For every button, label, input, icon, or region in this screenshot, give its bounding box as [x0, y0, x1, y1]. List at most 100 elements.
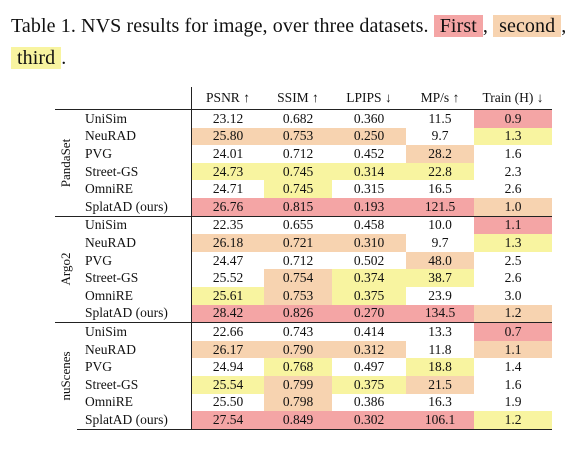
value-cell: 1.3	[474, 127, 552, 146]
table-row: Street-GS 25.54 0.799 0.375 21.5 1.6	[55, 375, 552, 394]
value-cell: 0.743	[264, 322, 332, 341]
value-cell: 0.655	[264, 215, 332, 235]
value-cell: 21.5	[406, 375, 474, 394]
value-cell: 26.18	[191, 234, 264, 252]
table-row: NeuRAD 25.80 0.753 0.250 9.7 1.3	[55, 127, 552, 146]
value-cell: 1.2	[474, 411, 552, 430]
value-cell: 13.3	[406, 322, 474, 341]
method-name: Street-GS	[85, 163, 139, 179]
method-name: NeuRAD	[85, 341, 136, 357]
value-cell: 26.76	[191, 197, 264, 217]
value-cell: 0.302	[332, 411, 406, 430]
value-cell: 18.8	[406, 358, 474, 376]
value-cell: 0.414	[332, 322, 406, 341]
value-cell: 0.497	[353, 359, 385, 375]
value-cell: 2.6	[504, 181, 522, 197]
method-name: SplatAD (ours)	[77, 411, 192, 430]
value-cell: 9.7	[431, 128, 449, 144]
caption-text: Table 1. NVS results for image, over thr…	[11, 15, 429, 37]
header-mps: MP/s ↑	[406, 87, 474, 110]
value-cell: 2.5	[504, 252, 522, 268]
table-row: OmniRE 25.50 0.798 0.386 16.3 1.9	[55, 393, 552, 412]
value-cell: 2.3	[504, 163, 522, 179]
table-row: SplatAD (ours) 26.76 0.815 0.193 121.5 1.0	[55, 197, 552, 217]
value-cell: 38.7	[406, 269, 474, 287]
value-cell: 10.0	[406, 215, 474, 235]
value-cell: 0.745	[264, 162, 332, 181]
dataset-group-nuscenes: nuScenes UniSim 22.66 0.743 0.414 13.3 0.7 NeuR…	[55, 322, 552, 430]
value-cell: 1.4	[504, 359, 522, 375]
legend-second: second	[493, 15, 562, 37]
value-cell: 0.386	[353, 394, 385, 410]
value-cell: 28.42	[191, 304, 264, 323]
value-cell: 0.314	[332, 162, 406, 181]
method-name: PVG	[85, 252, 113, 268]
value-cell: 11.5	[406, 108, 474, 128]
table-row: SplatAD (ours) 28.42 0.826 0.270 134.5 1.2	[55, 304, 552, 323]
value-cell: 1.1	[474, 215, 552, 235]
method-name: Street-GS	[85, 376, 139, 392]
value-cell: 25.54	[191, 375, 264, 394]
value-cell: 25.80	[191, 127, 264, 146]
legend-third: third	[11, 47, 62, 69]
value-cell: 24.71	[191, 180, 264, 198]
value-cell: 0.502	[353, 252, 385, 268]
method-name: PVG	[85, 145, 113, 161]
value-cell: 0.712	[282, 252, 314, 268]
value-cell: 0.826	[264, 304, 332, 323]
dataset-name: nuScenes	[58, 351, 73, 401]
value-cell: 1.3	[474, 234, 552, 252]
value-cell: 0.798	[264, 393, 332, 412]
value-cell: 0.360	[332, 108, 406, 128]
header-lpips: LPIPS ↓	[332, 87, 406, 110]
value-cell: 0.790	[264, 340, 332, 359]
value-cell: 22.66	[191, 322, 264, 341]
dataset-label: nuScenes	[55, 322, 77, 430]
method-name: OmniRE	[85, 181, 134, 197]
header-ssim: SSIM ↑	[264, 87, 332, 110]
value-cell: 24.94	[191, 358, 264, 376]
dataset-label: PandaSet	[55, 109, 77, 217]
method-name: UniSim	[77, 108, 192, 128]
value-cell: 0.374	[332, 269, 406, 287]
header-method	[77, 87, 192, 110]
value-cell: 1.6	[504, 145, 522, 161]
value-cell: 0.375	[332, 375, 406, 394]
value-cell: 0.375	[332, 286, 406, 305]
value-cell: 0.315	[353, 181, 385, 197]
value-cell: 9.7	[431, 234, 449, 250]
value-cell: 0.849	[264, 411, 332, 430]
table-row: OmniRE 24.71 0.745 0.315 16.5 2.6	[55, 180, 552, 198]
method-name: SplatAD (ours)	[85, 305, 168, 321]
value-cell: 0.745	[264, 180, 332, 198]
table-row: PandaSet UniSim 23.12 0.682 0.360 11.5 0.9	[55, 108, 552, 217]
table-row: nuScenes UniSim 22.66 0.743 0.414 13.3 0.7	[55, 322, 552, 430]
value-cell: 16.3	[428, 394, 452, 410]
value-cell: 0.768	[264, 358, 332, 376]
table-row: PVG 24.94 0.768 0.497 18.8 1.4	[55, 358, 552, 376]
value-cell: 24.73	[191, 162, 264, 181]
header-row: PSNR ↑ SSIM ↑ LPIPS ↓ MP/s ↑ Train (H) ↓	[55, 87, 552, 110]
header-psnr: PSNR ↑	[191, 87, 264, 110]
value-cell: 0.815	[264, 197, 332, 217]
value-cell: 26.17	[191, 340, 264, 359]
value-cell: 24.01	[191, 145, 264, 163]
table-row: NeuRAD 26.17 0.790 0.312 11.8 1.1	[55, 340, 552, 359]
method-name: NeuRAD	[85, 234, 136, 250]
value-cell: 134.5	[406, 304, 474, 323]
method-name: OmniRE	[85, 287, 134, 303]
value-cell: 1.1	[474, 340, 552, 359]
value-cell: 25.50	[191, 393, 264, 412]
table-row: Argo2 UniSim 22.35 0.655 0.458 10.0 1.1	[55, 215, 552, 323]
value-cell: 11.8	[428, 341, 452, 357]
method-name: NeuRAD	[85, 128, 136, 144]
value-cell: 1.6	[504, 376, 522, 392]
value-cell: 16.5	[428, 181, 452, 197]
header-blank	[55, 87, 77, 110]
method-name: UniSim	[77, 215, 192, 235]
value-cell: 3.0	[504, 287, 522, 303]
value-cell: 0.7	[474, 322, 552, 341]
value-cell: 0.753	[264, 286, 332, 305]
value-cell: 0.9	[474, 108, 552, 128]
value-cell: 2.6	[504, 270, 522, 286]
